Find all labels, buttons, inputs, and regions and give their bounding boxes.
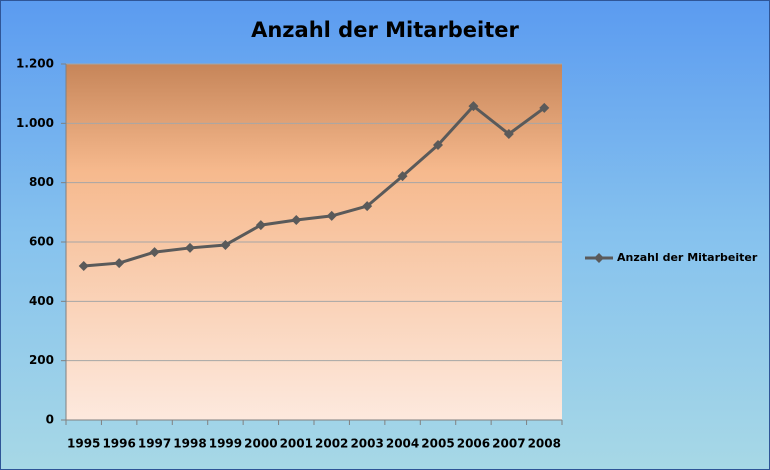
x-tick-label: 2007 xyxy=(492,437,525,451)
x-tick-label: 1998 xyxy=(173,437,206,451)
data-point xyxy=(185,242,195,253)
y-tick-label: 0 xyxy=(46,413,54,427)
y-tick-label: 200 xyxy=(29,353,54,367)
data-point xyxy=(433,139,443,150)
data-point xyxy=(362,201,373,212)
data-point xyxy=(78,261,89,272)
x-tick-label: 1999 xyxy=(209,437,242,451)
data-point xyxy=(326,210,337,221)
y-tick-label: 1.000 xyxy=(16,116,54,130)
data-point xyxy=(220,239,231,250)
x-tick-label: 2002 xyxy=(315,437,348,451)
legend-label: Anzahl der Mitarbeiter xyxy=(617,251,758,264)
y-tick-label: 400 xyxy=(29,294,54,308)
x-tick-label: 1995 xyxy=(67,437,100,451)
y-tick-label: 1.200 xyxy=(16,57,54,71)
x-tick-label: 2008 xyxy=(528,437,561,451)
y-tick-label: 600 xyxy=(29,235,54,249)
data-point xyxy=(255,220,266,231)
x-tick-label: 2003 xyxy=(350,437,383,451)
data-point xyxy=(397,171,408,182)
data-point xyxy=(291,215,302,226)
series-line xyxy=(83,104,546,268)
data-point xyxy=(149,247,160,258)
data-point xyxy=(503,129,514,140)
x-tick-label: 2006 xyxy=(457,437,490,451)
legend-marker xyxy=(594,253,604,263)
x-tick-label: 2000 xyxy=(244,437,277,451)
x-tick-label: 1996 xyxy=(102,437,135,451)
x-tick-label: 2005 xyxy=(421,437,454,451)
data-point xyxy=(539,102,550,113)
data-point xyxy=(468,101,479,112)
x-tick-label: 1997 xyxy=(138,437,171,451)
x-tick-label: 2001 xyxy=(280,437,313,451)
x-tick-label: 2004 xyxy=(386,437,419,451)
chart-title: Anzahl der Mitarbeiter xyxy=(251,18,519,42)
y-tick-label: 800 xyxy=(29,175,54,189)
data-point xyxy=(114,258,125,269)
